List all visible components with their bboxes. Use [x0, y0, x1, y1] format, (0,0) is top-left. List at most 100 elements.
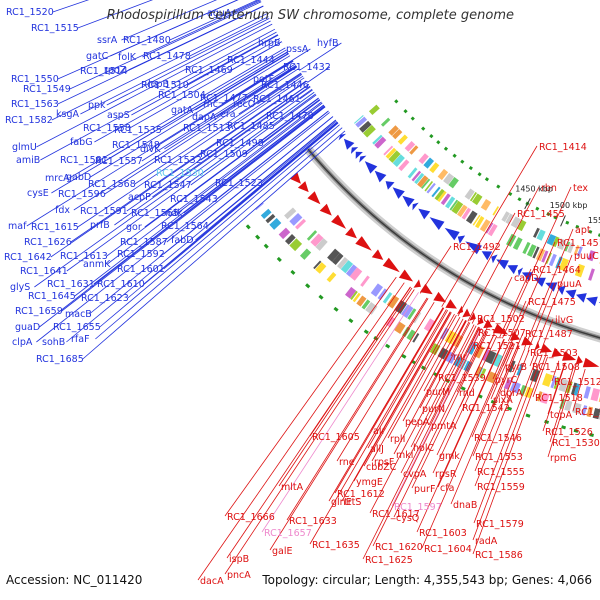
reverse-gene-label: RC1_1579 [476, 519, 524, 530]
forward-gene-label: RC1_1549 [23, 84, 71, 95]
reverse-gene-label: gmk [439, 451, 460, 462]
reverse-gene-arrow [319, 203, 332, 216]
reverse-leader-line [485, 276, 513, 331]
reverse-gene-label: rnr [453, 352, 467, 363]
inner-category-block [445, 196, 456, 209]
outer-category-block [265, 213, 276, 224]
forward-leader-line [189, 16, 269, 57]
forward-gene-label: RC1_1514 [80, 66, 128, 77]
accession-text: Accession: NC_011420 [6, 573, 143, 587]
forward-leader-line [104, 68, 299, 195]
inner-category-block [431, 186, 441, 198]
outer-category-block [382, 292, 393, 304]
inner-category-block [407, 167, 418, 179]
inner-category-block [355, 116, 368, 128]
reverse-gene-label: RC1_1455 [517, 209, 565, 220]
reverse-leader-line [402, 316, 461, 422]
reverse-gene-label: RC1_1519 [575, 407, 600, 418]
reverse-gene-arrow [420, 283, 433, 295]
forward-leader-line [246, 99, 320, 155]
inner-category-block [469, 192, 477, 202]
inner-category-block [548, 253, 557, 267]
reverse-leader-line [269, 298, 429, 551]
reverse-gene-label: rnd [459, 388, 475, 399]
gc-skew-mark [460, 386, 466, 391]
forward-leader-line [94, 37, 281, 143]
forward-leader-line [261, 120, 337, 184]
outer-category-block [423, 318, 435, 332]
gc-skew-mark [575, 224, 580, 229]
gc-skew-mark [452, 153, 457, 158]
forward-gene-label: divK [140, 144, 161, 155]
inner-category-block [536, 229, 546, 241]
forward-leader-line [229, 77, 305, 129]
reverse-gene-label: RC1_1475 [528, 297, 576, 308]
forward-leader-line [51, 51, 288, 194]
forward-leader-line [142, 1, 262, 58]
forward-leader-line [231, 0, 261, 14]
reverse-leader-line [511, 241, 556, 343]
reverse-leader-line [529, 352, 536, 367]
reverse-gene-label: puuA [557, 279, 582, 290]
reverse-gene-label: RC1_1625 [365, 555, 413, 566]
inner-category-block [423, 157, 435, 169]
forward-gene-label: RC1_1565 [131, 208, 179, 219]
forward-gene-label: RC1_1510 [141, 80, 189, 91]
reverse-gene-label: RC1_1666 [227, 512, 275, 523]
inner-category-block [368, 104, 380, 116]
forward-leader-line [70, 80, 307, 243]
reverse-leader-line [450, 344, 519, 505]
forward-leader-line [34, 88, 313, 288]
reverse-leader-line [474, 349, 530, 487]
inner-category-block [487, 223, 498, 237]
inner-category-block [526, 244, 537, 258]
forward-gene-arrow [465, 241, 482, 255]
forward-gene-label: RC1_1613 [60, 251, 108, 262]
reverse-gene-label: ispB [229, 554, 249, 565]
reverse-leader-line [542, 362, 566, 432]
forward-gene-label: amiB [16, 155, 40, 166]
outer-category-block [315, 238, 328, 251]
reverse-gene-label: galE [272, 546, 293, 557]
outer-category-block [437, 347, 449, 360]
forward-gene-label: RC1_1601 [117, 264, 165, 275]
reverse-gene-label: glnE [331, 497, 352, 508]
scale-label: 1500 kbp [550, 201, 588, 210]
reverse-leader-line [423, 318, 464, 392]
forward-leader-line [66, 91, 315, 272]
forward-gene-label: era [220, 109, 236, 120]
reverse-gene-arrow [307, 191, 321, 205]
reverse-gene-label: cfa [440, 483, 454, 494]
forward-leader-line [114, 86, 311, 226]
reverse-leader-line [551, 360, 560, 382]
reverse-leader-line [261, 292, 419, 533]
inner-category-block [451, 200, 464, 215]
reverse-gene-label: RC1_1559 [477, 482, 525, 493]
inner-category-block [522, 241, 531, 255]
forward-gene-arrow [429, 217, 445, 230]
reverse-gene-arrow [433, 291, 447, 303]
reverse-leader-line [467, 186, 540, 322]
reverse-gene-label: pyrC [495, 375, 518, 386]
forward-leader-line [107, 101, 322, 265]
reverse-leader-line [436, 334, 495, 456]
forward-gene-label: RC1_1444 [227, 55, 275, 66]
gc-skew-mark [460, 159, 465, 164]
gc-skew-mark [436, 140, 441, 145]
forward-gene-label: lepB [148, 79, 169, 90]
reverse-leader-line [502, 186, 572, 339]
inner-category-block [574, 263, 586, 278]
outer-category-block [400, 304, 414, 319]
gc-skew-mark [263, 243, 269, 249]
outer-category-block [332, 252, 344, 266]
reverse-gene-label: RC1_1530 [552, 438, 600, 449]
forward-gene-arrow [481, 251, 493, 261]
inner-category-block [456, 204, 468, 218]
reverse-gene-label: purN [422, 404, 445, 415]
outer-category-block [350, 290, 358, 301]
inner-category-block [397, 134, 408, 145]
gc-skew-mark [565, 220, 570, 225]
